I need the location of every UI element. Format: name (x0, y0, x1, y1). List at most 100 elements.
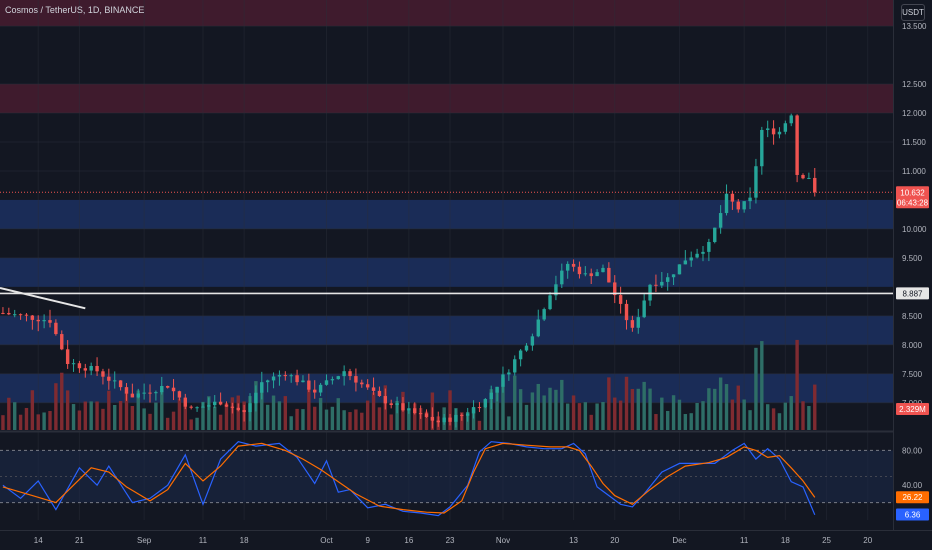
time-tick-label: 18 (240, 536, 249, 545)
candle-body (395, 403, 399, 406)
volume-bar (330, 406, 335, 430)
candle-body (689, 257, 693, 261)
candle-body (118, 380, 123, 388)
candle-body (736, 201, 740, 210)
candle-body (589, 273, 593, 277)
volume-bar (589, 414, 593, 430)
volume-bar (18, 414, 23, 430)
candle-body (60, 334, 64, 350)
candle-body (748, 197, 752, 202)
candle-body (577, 266, 582, 275)
volume-bar (365, 400, 370, 430)
time-tick-label: 23 (446, 536, 455, 545)
candle-body (265, 380, 270, 383)
volume-bar (518, 389, 523, 430)
price-tick-label: 10.000 (902, 225, 927, 234)
volume-bar (771, 408, 776, 430)
volume-bar (301, 409, 305, 430)
candle-body (230, 406, 235, 408)
candle-body (18, 314, 23, 316)
candle-body (707, 242, 711, 252)
candle-body (13, 314, 17, 316)
volume-bar (718, 377, 723, 430)
line-price-tag: 8.887 (902, 289, 923, 298)
candle-body (742, 201, 746, 210)
volume-bar (148, 413, 152, 430)
volume-bar (324, 409, 329, 430)
volume-bar (565, 403, 570, 430)
candle-body (389, 403, 393, 406)
candle-body (436, 420, 440, 423)
candle-body (665, 277, 670, 282)
price-tick-label: 11.000 (902, 167, 926, 176)
candle-body (195, 407, 199, 409)
candle-body (324, 380, 329, 385)
candle-body (418, 413, 423, 415)
time-tick-label: 20 (863, 536, 872, 545)
price-tick-label: 9.500 (902, 254, 923, 263)
volume-bar (95, 401, 99, 430)
candle-body (183, 397, 188, 407)
candle-body (760, 129, 764, 167)
volume-bar (748, 410, 752, 430)
candle-body (765, 128, 770, 130)
candle-body (642, 300, 646, 318)
time-tick-label: 21 (75, 536, 84, 545)
candle-body (524, 345, 529, 351)
candle-body (95, 365, 99, 372)
volume-bar (448, 390, 452, 430)
candle-body (277, 375, 282, 377)
candle-body (695, 253, 699, 258)
volume-bar (583, 402, 588, 430)
volume-bar (618, 400, 623, 430)
candle-body (465, 413, 470, 416)
volume-bar (48, 411, 52, 430)
volume-bar (595, 403, 599, 430)
candle-body (154, 392, 158, 394)
candle-body (171, 387, 176, 392)
candle-body (795, 115, 799, 175)
volume-bar (789, 396, 793, 430)
volume-bar (613, 397, 617, 430)
volume-bar (207, 396, 211, 430)
candle-body (142, 392, 146, 394)
candle-body (101, 371, 105, 377)
candle-body (630, 320, 635, 328)
candle-body (236, 407, 240, 411)
candle-body (107, 376, 111, 381)
volume-bar (713, 388, 717, 430)
volume-bar (271, 395, 276, 430)
candle-body (771, 128, 776, 135)
currency-unit-badge[interactable]: USDT (901, 4, 925, 21)
candle-body (442, 417, 446, 423)
volume-bar (377, 407, 382, 430)
candle-body (618, 295, 623, 304)
volume-bar (648, 388, 652, 430)
candle-body (518, 350, 523, 360)
volume-bar (354, 409, 358, 430)
candle-body (401, 403, 405, 411)
line-price-tag-bg (896, 287, 929, 300)
volume-bar (36, 414, 40, 430)
candle-body (754, 166, 758, 198)
volume-bar (195, 417, 199, 430)
time-tick-label: Dec (672, 536, 686, 545)
volume-bar (13, 402, 17, 430)
candle-body (430, 416, 435, 421)
zone-red-1 (0, 84, 893, 114)
candle-body (730, 193, 735, 202)
candle-body (295, 375, 299, 383)
volume-bar (524, 404, 529, 430)
volume-bar (295, 408, 299, 430)
volume-bar (118, 401, 123, 430)
time-tick-label: 14 (34, 536, 43, 545)
time-tick-label: 9 (365, 536, 370, 545)
price-tick-label: 7.500 (902, 370, 923, 379)
volume-bar (177, 398, 182, 430)
candle-body (477, 407, 482, 409)
volume-bar (130, 406, 135, 430)
zone-blue-5 (0, 373, 893, 403)
volume-bar (77, 410, 82, 430)
candle-body (713, 227, 717, 243)
